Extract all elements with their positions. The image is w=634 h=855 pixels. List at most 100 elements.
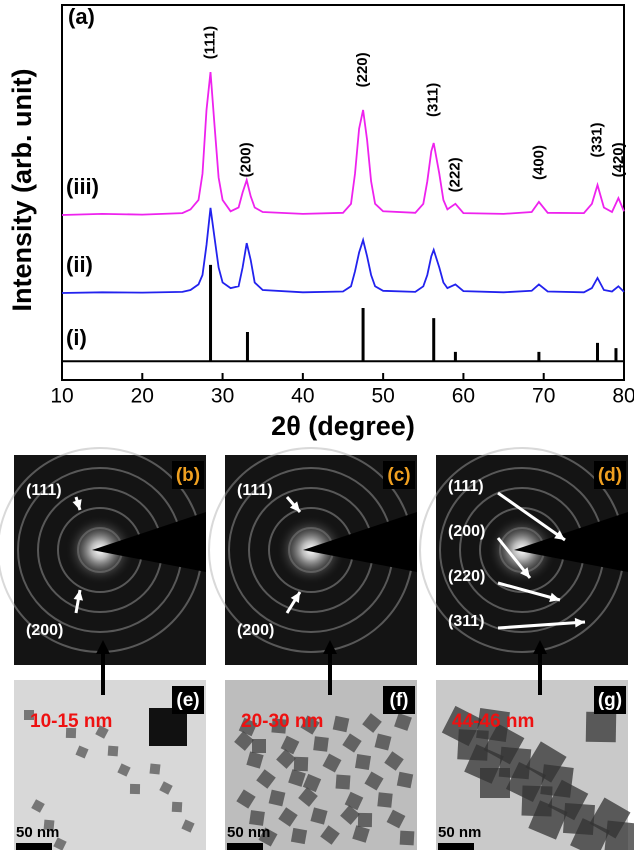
particle — [354, 753, 372, 771]
particle — [53, 837, 67, 851]
arrow-head — [574, 617, 585, 628]
peak-label: (400) — [531, 145, 548, 180]
particle — [585, 711, 617, 743]
panel-label: (e) — [176, 690, 199, 711]
arrow-head — [289, 501, 300, 512]
label-box — [383, 686, 415, 714]
x-tick-label: 10 — [50, 385, 73, 408]
particle — [290, 827, 308, 845]
particle — [396, 771, 414, 789]
series-line — [61, 207, 625, 294]
scale-bar — [227, 843, 263, 850]
arrow — [497, 581, 561, 602]
particle — [293, 756, 309, 772]
particle — [117, 763, 131, 777]
panel-label: (a) — [68, 4, 95, 29]
particle — [271, 718, 287, 734]
arrow — [497, 620, 586, 630]
peak-label: (220) — [354, 52, 371, 87]
particle — [399, 830, 415, 846]
particle — [95, 725, 109, 739]
beam-stop — [92, 512, 206, 572]
ring-label: (220) — [448, 568, 485, 585]
arrow-head — [290, 592, 300, 603]
x-tick-label: 50 — [371, 385, 394, 408]
peak-label: (222) — [446, 157, 463, 192]
particle — [268, 789, 286, 807]
x-tick-label: 30 — [211, 385, 234, 408]
particle — [386, 809, 406, 829]
beam-stop — [303, 512, 417, 572]
particle — [234, 731, 254, 751]
particle — [249, 810, 265, 826]
particle — [65, 727, 77, 739]
peak-label: (420) — [610, 142, 627, 177]
scale-label: 50 nm — [438, 824, 481, 841]
particle — [320, 825, 340, 845]
arrow-head — [72, 499, 82, 510]
particle — [258, 827, 278, 847]
size-label: 20-30 nm — [241, 711, 323, 732]
particle — [181, 819, 195, 833]
arrow-head — [554, 530, 565, 540]
particle — [525, 741, 567, 783]
particle — [476, 708, 510, 742]
label-box — [594, 461, 626, 489]
particle — [362, 713, 382, 733]
particle — [246, 751, 264, 769]
panel-label: (f) — [390, 690, 409, 711]
particle — [310, 807, 328, 825]
ring-label: (200) — [26, 622, 63, 639]
x-tick-label: 60 — [452, 385, 475, 408]
y-axis-label: Intensity (arb. unit) — [7, 69, 37, 312]
size-label: 10-15 nm — [30, 711, 112, 732]
scale-bar — [438, 843, 474, 850]
particle — [31, 799, 45, 813]
particle — [252, 739, 266, 753]
particle — [384, 751, 404, 771]
particle — [441, 705, 483, 747]
connector-head — [533, 640, 547, 654]
particle — [276, 749, 296, 769]
particle — [298, 787, 318, 807]
particle — [364, 771, 384, 791]
particle — [357, 812, 373, 828]
connector-head — [323, 640, 337, 654]
arrow-head — [549, 592, 560, 602]
ring-label: (111) — [237, 482, 273, 499]
series-label: (iii) — [66, 174, 99, 199]
series-label: (ii) — [66, 252, 93, 277]
x-tick-label: 20 — [131, 385, 154, 408]
size-label: 44-46 nm — [452, 711, 534, 732]
series-label: (i) — [66, 325, 87, 350]
series-line — [61, 72, 625, 216]
panel-label: (b) — [176, 465, 200, 486]
particle — [288, 769, 306, 787]
particle — [313, 736, 329, 752]
particle — [374, 733, 392, 751]
label-box — [383, 461, 415, 489]
scale-label: 50 nm — [16, 824, 59, 841]
particle — [75, 745, 89, 759]
peak-label: (331) — [588, 122, 605, 157]
x-tick-label: 80 — [612, 385, 634, 408]
x-tick-label: 40 — [291, 385, 314, 408]
beam-stop — [514, 512, 628, 572]
particle — [129, 783, 141, 795]
panel-label: (c) — [387, 465, 410, 486]
connector-head — [96, 640, 110, 654]
ring-label: (311) — [448, 613, 484, 630]
x-tick-label: 70 — [532, 385, 555, 408]
panel-label: (d) — [598, 465, 622, 486]
ring-label: (111) — [448, 478, 484, 495]
particle — [24, 710, 34, 720]
particle — [589, 797, 631, 839]
ring-label: (200) — [448, 523, 485, 540]
ring-label: (111) — [26, 482, 62, 499]
arrow — [497, 491, 566, 542]
ring-label: (200) — [237, 622, 274, 639]
particle — [300, 715, 320, 735]
label-box — [594, 686, 626, 714]
arrow-head — [520, 567, 530, 578]
